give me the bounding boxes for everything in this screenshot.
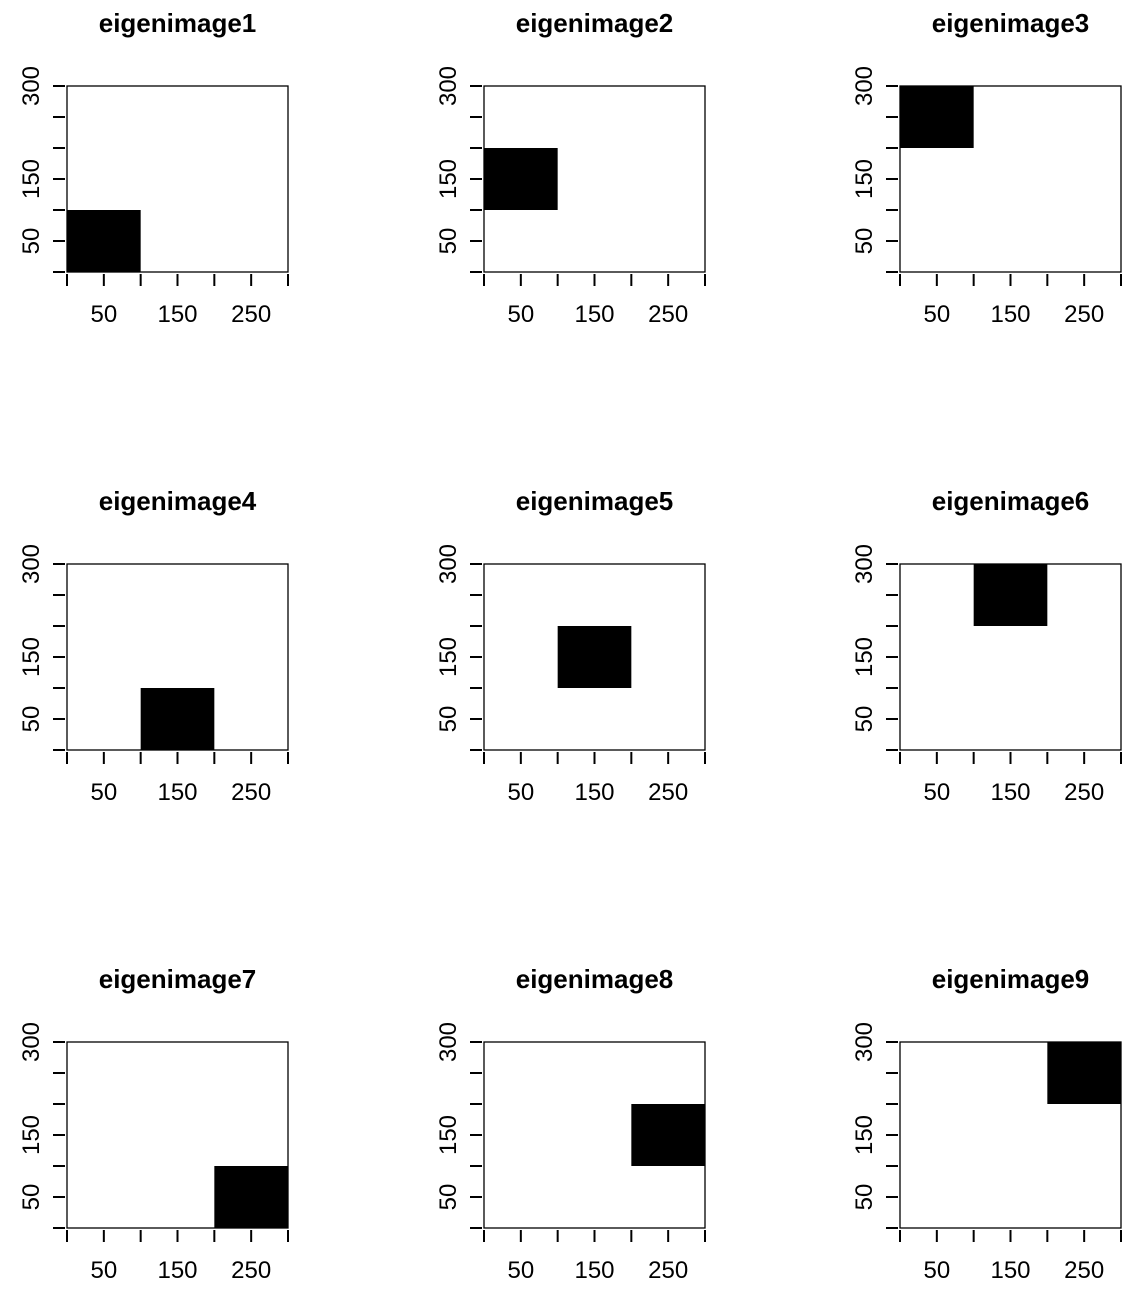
- y-tick-label: 50: [18, 1184, 45, 1211]
- y-tick-label: 300: [851, 544, 878, 584]
- y-tick-label: 300: [435, 66, 462, 106]
- x-tick-label: 50: [507, 301, 534, 328]
- y-tick-label: 300: [435, 1022, 462, 1062]
- filled-cell: [1047, 1042, 1121, 1104]
- y-tick-label: 150: [851, 159, 878, 199]
- panel-7: eigenimage7 50 150 250 50 150 300: [18, 964, 289, 1284]
- x-tick-label: 250: [231, 779, 271, 806]
- chart-title: eigenimage5: [516, 486, 674, 516]
- x-tick-label: 50: [923, 779, 950, 806]
- y-tick-label: 150: [435, 159, 462, 199]
- y-tick-label: 300: [435, 544, 462, 584]
- y-tick-label: 50: [18, 706, 45, 733]
- x-tick-label: 150: [990, 779, 1030, 806]
- filled-cell: [900, 86, 974, 148]
- panel-2: eigenimage2 50 150 250 50 150 300: [435, 8, 706, 328]
- x-tick-label: 250: [1064, 779, 1104, 806]
- chart-title: eigenimage6: [932, 486, 1090, 516]
- y-tick-label: 50: [851, 706, 878, 733]
- y-tick-label: 150: [18, 637, 45, 677]
- chart-title: eigenimage3: [932, 8, 1090, 38]
- x-tick-label: 250: [648, 779, 688, 806]
- y-tick-label: 50: [435, 706, 462, 733]
- filled-cell: [557, 626, 632, 688]
- chart-title: eigenimage2: [516, 8, 674, 38]
- x-tick-label: 150: [574, 779, 614, 806]
- x-tick-label: 150: [157, 301, 197, 328]
- chart-title: eigenimage4: [99, 486, 257, 516]
- x-tick-label: 150: [157, 1257, 197, 1284]
- x-tick-label: 50: [507, 1257, 534, 1284]
- panel-3: eigenimage3 50 150 250 50 150 300: [851, 8, 1122, 328]
- x-tick-label: 50: [90, 779, 117, 806]
- panel-9: eigenimage9 50 150 250 50 150 300: [851, 964, 1122, 1284]
- x-tick-label: 50: [923, 301, 950, 328]
- y-tick-label: 50: [435, 1184, 462, 1211]
- y-tick-label: 300: [18, 1022, 45, 1062]
- y-tick-label: 50: [851, 1184, 878, 1211]
- filled-cell: [67, 210, 141, 272]
- panel-4: eigenimage4 50 150 250 50 150 300: [18, 486, 289, 806]
- chart-title: eigenimage1: [99, 8, 257, 38]
- panel-1: eigenimage1 50 150 250 50 150 300: [18, 8, 289, 328]
- y-tick-label: 50: [435, 228, 462, 255]
- x-tick-label: 150: [990, 1257, 1030, 1284]
- x-tick-label: 150: [574, 301, 614, 328]
- panel-6: eigenimage6 50 150 250 50 150 300: [851, 486, 1122, 806]
- y-tick-label: 300: [18, 544, 45, 584]
- x-tick-label: 50: [90, 301, 117, 328]
- x-tick-label: 250: [648, 1257, 688, 1284]
- y-tick-label: 300: [18, 66, 45, 106]
- chart-title: eigenimage7: [99, 964, 257, 994]
- filled-cell: [140, 688, 215, 750]
- x-tick-label: 50: [90, 1257, 117, 1284]
- filled-cell: [631, 1104, 705, 1166]
- plot-frame: [66, 1041, 289, 1229]
- x-tick-label: 150: [990, 301, 1030, 328]
- chart-title: eigenimage8: [516, 964, 674, 994]
- y-tick-label: 150: [851, 637, 878, 677]
- x-tick-label: 250: [1064, 1257, 1104, 1284]
- x-tick-label: 250: [231, 1257, 271, 1284]
- plot-frame: [899, 1041, 1122, 1229]
- filled-cell: [484, 148, 558, 210]
- chart-title: eigenimage9: [932, 964, 1090, 994]
- y-tick-label: 300: [851, 66, 878, 106]
- y-tick-label: 150: [435, 1115, 462, 1155]
- plot-frame: [66, 563, 289, 751]
- plot-frame: [899, 85, 1122, 273]
- x-tick-label: 250: [231, 301, 271, 328]
- x-tick-label: 250: [1064, 301, 1104, 328]
- x-tick-label: 250: [648, 301, 688, 328]
- plot-frame: [899, 563, 1122, 751]
- panel-8: eigenimage8 50 150 250 50 150 300: [435, 964, 706, 1284]
- y-tick-label: 50: [18, 228, 45, 255]
- filled-cell: [214, 1166, 288, 1228]
- y-tick-label: 50: [851, 228, 878, 255]
- plot-frame: [483, 1041, 706, 1229]
- plot-frame: [483, 85, 706, 273]
- filled-cell: [973, 564, 1048, 626]
- y-tick-label: 300: [851, 1022, 878, 1062]
- x-tick-label: 150: [157, 779, 197, 806]
- x-tick-label: 50: [923, 1257, 950, 1284]
- y-tick-label: 150: [18, 1115, 45, 1155]
- x-tick-label: 150: [574, 1257, 614, 1284]
- plot-frame: [66, 85, 289, 273]
- y-tick-label: 150: [851, 1115, 878, 1155]
- y-tick-label: 150: [18, 159, 45, 199]
- y-tick-label: 150: [435, 637, 462, 677]
- panel-5: eigenimage5 50 150 250 50 150 300: [435, 486, 706, 806]
- plot-frame: [483, 563, 706, 751]
- x-tick-label: 50: [507, 779, 534, 806]
